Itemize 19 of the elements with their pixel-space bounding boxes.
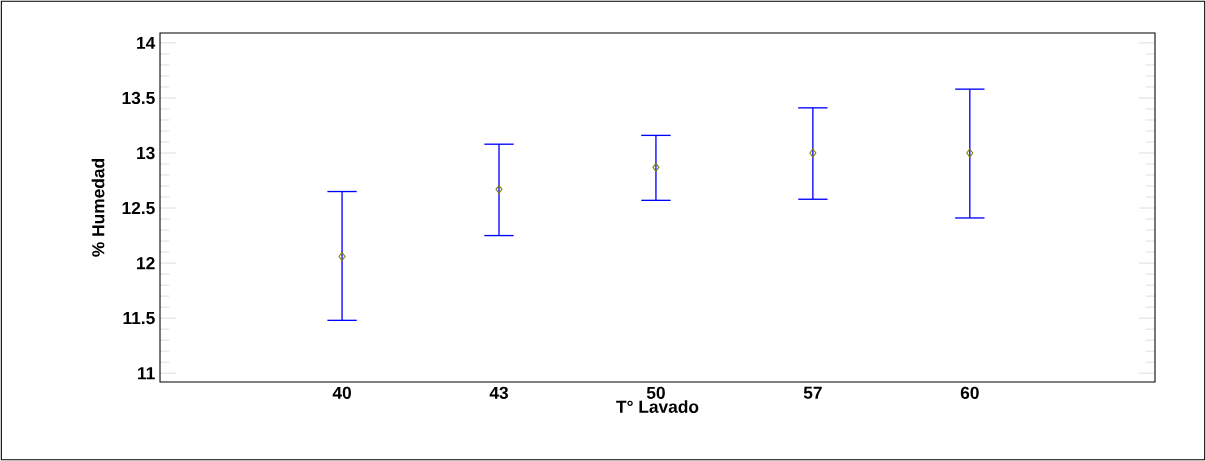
x-tick-label: 60 (960, 386, 979, 399)
point (966, 148, 974, 158)
y-tick-label: 13 (137, 146, 155, 160)
x-tick-label: 43 (489, 386, 509, 399)
point (495, 184, 503, 194)
x-axis-title: T° Lavado (616, 400, 699, 413)
x-tick-label: 40 (332, 386, 351, 399)
y-tick-label: 13.5 (122, 91, 155, 105)
point (652, 162, 660, 172)
point (809, 148, 817, 158)
x-tick-label: 50 (646, 386, 665, 399)
y-tick-label: 11 (138, 367, 155, 380)
y-tick-label: 12.5 (122, 201, 155, 215)
y-tick-label: 11.5 (123, 312, 155, 325)
x-tick-label: 57 (803, 386, 822, 399)
y-tick-label: 14 (137, 36, 156, 49)
point (338, 251, 346, 262)
y-axis-title: % Humedad (91, 159, 105, 257)
y-tick-label: 12 (137, 257, 155, 270)
